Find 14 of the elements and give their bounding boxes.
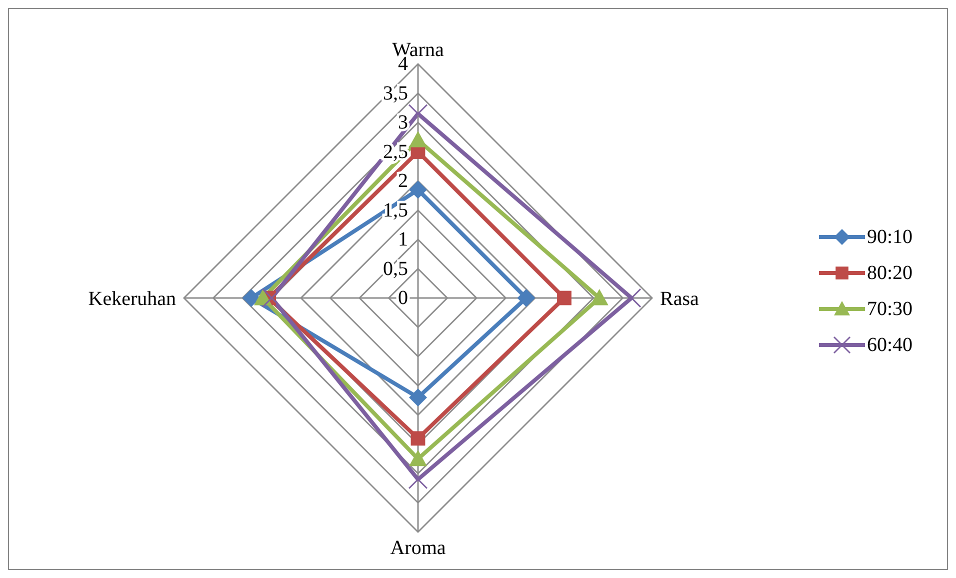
- y-tick-label: 0,5: [383, 258, 408, 280]
- spoke-label: Aroma: [390, 537, 446, 560]
- legend-label: 80:20: [867, 262, 913, 284]
- y-tick-label: 3: [398, 112, 408, 134]
- spoke-label: Rasa: [660, 288, 699, 310]
- y-tick-label: 3,5: [383, 82, 408, 104]
- legend-label: 70:30: [867, 298, 913, 320]
- y-tick-label: 0: [398, 287, 408, 309]
- spoke-label: Kekeruhan: [88, 288, 176, 310]
- legend-label: 90:10: [867, 226, 913, 248]
- y-tick-label: 1: [398, 228, 408, 250]
- y-tick-label: 1,5: [383, 199, 408, 222]
- legend-label: 60:40: [867, 334, 913, 356]
- y-tick-label: 2: [398, 170, 408, 192]
